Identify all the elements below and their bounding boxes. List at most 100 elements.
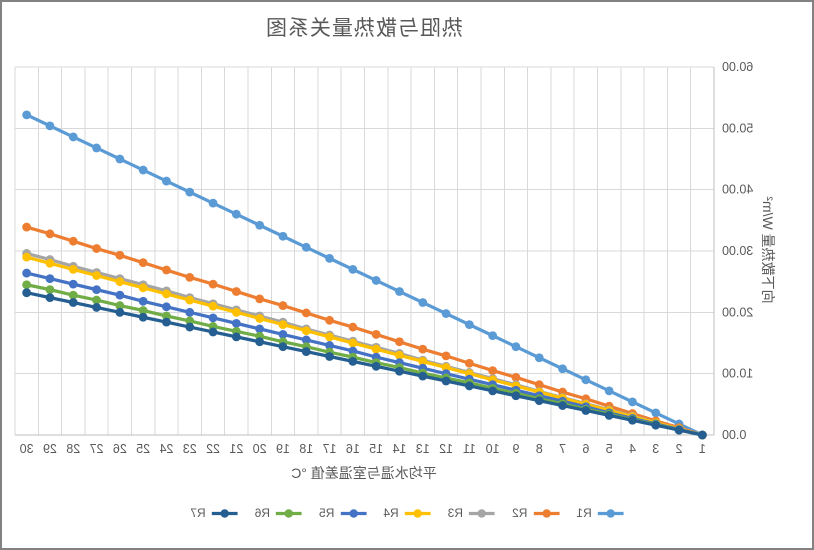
- series-marker-R1: [371, 276, 381, 285]
- legend-item-R2: R2: [512, 506, 560, 520]
- x-tick-label: 17: [323, 442, 337, 456]
- series-marker-R2: [255, 294, 265, 304]
- series-marker-R4: [325, 332, 334, 342]
- legend-marker-icon: [469, 508, 496, 518]
- series-marker-R4: [395, 350, 404, 360]
- legend-item-R5: R5: [318, 506, 367, 520]
- series-marker-R2: [208, 279, 218, 289]
- series-marker-R7: [92, 303, 101, 312]
- series-marker-R1: [581, 375, 591, 385]
- legend-label: R2: [512, 506, 528, 520]
- legend-item-R1: R1: [576, 506, 624, 520]
- legend-item-R4: R4: [383, 506, 431, 520]
- series-marker-R4: [22, 252, 32, 262]
- series-marker-R1: [558, 364, 567, 374]
- series-marker-R1: [68, 132, 78, 142]
- series-marker-R7: [45, 293, 55, 303]
- series-marker-R2: [325, 315, 334, 325]
- series-marker-R2: [395, 337, 404, 347]
- series-marker-R1: [208, 198, 218, 208]
- series-marker-R7: [371, 361, 381, 371]
- series-marker-R1: [395, 287, 404, 296]
- x-tick-label: 16: [346, 442, 360, 456]
- x-tick-label: 19: [276, 442, 290, 456]
- x-tick-label: 9: [512, 442, 519, 456]
- series-marker-R5: [185, 307, 195, 317]
- series-marker-R2: [464, 358, 474, 368]
- x-tick-label: 26: [113, 442, 127, 456]
- series-marker-R7: [68, 298, 78, 307]
- x-tick-label: 18: [299, 442, 313, 456]
- series-marker-R1: [185, 187, 195, 197]
- x-tick-label: 11: [463, 442, 476, 456]
- series-marker-R4: [301, 326, 311, 336]
- series-marker-R7: [464, 381, 474, 391]
- series-marker-R5: [255, 324, 265, 334]
- series-marker-R7: [138, 312, 148, 322]
- series-marker-R2: [348, 322, 358, 332]
- series-marker-R7: [697, 430, 707, 440]
- series-marker-R2: [441, 351, 451, 361]
- series-marker-R7: [651, 420, 661, 430]
- x-tick-label: 29: [43, 442, 57, 456]
- legend-marker-icon: [533, 508, 560, 518]
- y-tick-label: 60.00: [722, 60, 753, 74]
- series-marker-R5: [348, 346, 358, 356]
- series-marker-R5: [92, 285, 101, 295]
- series-marker-R7: [115, 307, 125, 317]
- legend-item-R3: R3: [448, 506, 496, 520]
- series-marker-R4: [185, 295, 195, 305]
- y-tick-label: 0.00: [722, 428, 746, 442]
- x-tick-label: 12: [439, 442, 453, 456]
- series-marker-R7: [255, 337, 265, 347]
- x-tick-label: 23: [183, 442, 197, 456]
- series-marker-R5: [45, 274, 55, 283]
- series-marker-R7: [558, 401, 567, 410]
- series-marker-R6: [68, 290, 78, 300]
- series-marker-R4: [92, 271, 101, 280]
- legend-item-R7: R7: [190, 506, 238, 520]
- x-tick-label: 3: [652, 442, 659, 456]
- series-marker-R7: [441, 376, 451, 386]
- series-marker-R4: [208, 301, 218, 311]
- series-marker-R6: [185, 316, 195, 326]
- y-tick-label: 30.00: [722, 244, 753, 258]
- series-marker-R1: [138, 165, 148, 175]
- x-tick-label: 4: [629, 442, 636, 456]
- series-marker-R2: [301, 308, 311, 318]
- x-tick-label: 15: [369, 442, 383, 456]
- series-marker-R7: [231, 332, 241, 342]
- series-marker-R1: [628, 397, 637, 407]
- legend-label: R5: [318, 506, 335, 520]
- x-tick-label: 14: [392, 442, 406, 456]
- legend-label: R7: [190, 506, 206, 520]
- legend-label: R1: [576, 506, 592, 520]
- series-marker-R4: [162, 289, 171, 299]
- y-tick-label: 40.00: [722, 183, 753, 197]
- series-marker-R1: [22, 110, 32, 120]
- x-tick-label: 8: [536, 442, 543, 456]
- x-tick-label: 21: [229, 442, 243, 456]
- series-marker-R2: [162, 265, 171, 275]
- x-tick-label: 5: [606, 442, 613, 456]
- series-marker-R1: [325, 253, 334, 263]
- series-marker-R1: [45, 121, 55, 131]
- series-marker-R2: [231, 287, 241, 296]
- series-marker-R7: [325, 352, 334, 361]
- y-tick-label: 20.00: [722, 305, 753, 319]
- series-marker-R5: [325, 341, 334, 350]
- series-marker-R1: [255, 220, 265, 230]
- series-marker-R4: [348, 338, 358, 348]
- x-tick-label: 6: [582, 442, 589, 456]
- series-marker-R4: [231, 307, 241, 317]
- series-marker-R1: [115, 154, 125, 164]
- series-marker-R4: [255, 314, 265, 323]
- series-marker-R5: [301, 335, 311, 345]
- x-tick-label: 24: [159, 442, 173, 456]
- series-marker-R7: [488, 386, 498, 396]
- series-marker-R2: [511, 372, 521, 382]
- series-marker-R7: [22, 288, 32, 298]
- series-marker-R7: [278, 342, 288, 352]
